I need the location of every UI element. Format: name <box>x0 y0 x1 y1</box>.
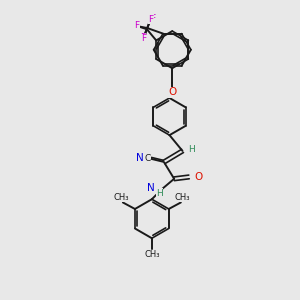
Text: C: C <box>144 154 150 163</box>
Text: F: F <box>140 33 145 42</box>
Text: O: O <box>168 87 176 98</box>
Text: F: F <box>148 14 154 23</box>
Text: F: F <box>134 22 140 31</box>
Text: F: F <box>150 14 155 23</box>
Text: CH₃: CH₃ <box>114 193 129 202</box>
Text: F: F <box>141 34 146 43</box>
Text: N: N <box>136 153 144 163</box>
Text: O: O <box>194 172 202 182</box>
Text: N: N <box>147 183 155 193</box>
Text: H: H <box>156 189 163 198</box>
Text: CH₃: CH₃ <box>175 193 190 202</box>
Text: H: H <box>188 146 195 154</box>
Text: CH₃: CH₃ <box>144 250 160 259</box>
Text: F: F <box>134 21 139 30</box>
